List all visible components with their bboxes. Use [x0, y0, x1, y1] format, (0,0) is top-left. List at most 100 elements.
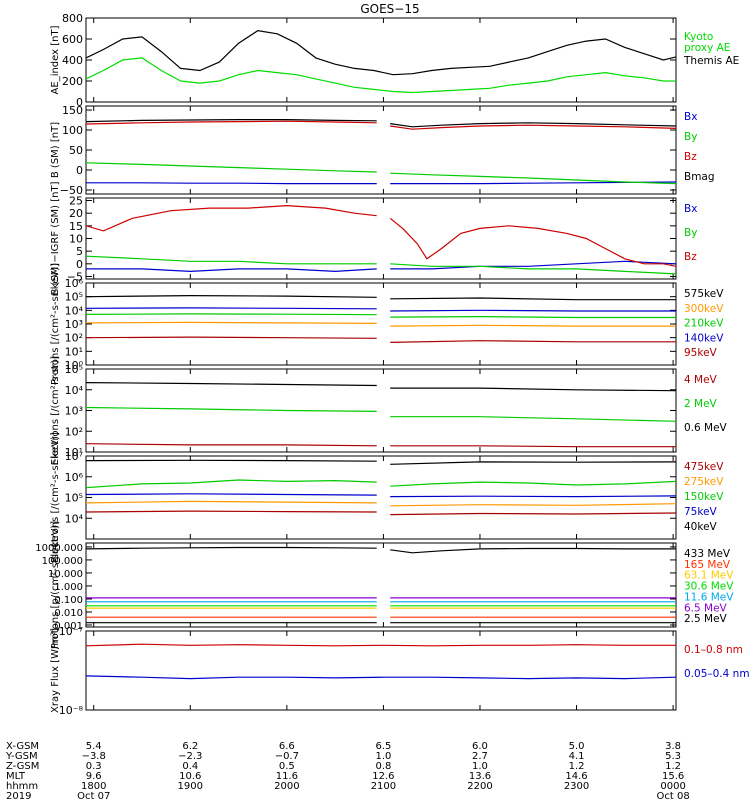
- legend-entry: 0.6 MeV: [684, 422, 728, 434]
- y-tick-label: 10⁴: [65, 384, 84, 397]
- series-line-2-mev: [86, 406, 676, 422]
- y-tick-label: 0: [76, 164, 83, 177]
- legend-entry: 95keV: [684, 347, 718, 359]
- series-line-140kev: [86, 307, 676, 312]
- x-row-label: Y-GSM: [5, 751, 38, 762]
- legend-entry: 40keV: [684, 521, 718, 533]
- y-tick-label: −5: [67, 270, 83, 283]
- series-line-275kev: [86, 500, 676, 507]
- y-tick-label: 10⁵: [65, 291, 83, 304]
- legend-entry: Bx: [684, 111, 697, 123]
- x-tick-value: 1900: [178, 781, 203, 792]
- x-tick-value: 1800: [81, 781, 106, 792]
- x-tick-value: 3.8: [665, 741, 681, 752]
- y-axis-label: Electrons [/(cm²-s-sr)]: [50, 356, 61, 465]
- y-axis-label: B (SM) [nT]: [50, 122, 61, 178]
- x-tick-value: 0.5: [279, 761, 295, 772]
- x-tick-value: 6.6: [279, 741, 295, 752]
- y-tick-label: 0.010: [54, 608, 83, 619]
- legend-entry: 165 MeV: [684, 559, 731, 571]
- panel-frame: [85, 368, 677, 453]
- x-tick-value: Oct 08: [657, 791, 690, 800]
- y-tick-label: 100: [62, 124, 83, 137]
- legend-entry: 150keV: [684, 491, 724, 503]
- y-tick-label: 10⁵: [65, 363, 83, 376]
- legend-entry: 275keV: [684, 476, 724, 488]
- series-line-bz: [86, 120, 676, 130]
- panel-series: [86, 294, 676, 343]
- series-line-bz: [86, 204, 676, 267]
- series-line-300kev: [86, 321, 676, 327]
- x-tick-value: 11.6: [276, 771, 298, 782]
- y-tick-label: 10²: [65, 332, 83, 345]
- series-line-4-mev: [86, 443, 676, 448]
- series-line-by: [86, 162, 676, 185]
- x-tick-value: 4.1: [569, 751, 585, 762]
- x-tick-value: 5.4: [86, 741, 102, 752]
- y-tick-label: 10⁰: [65, 359, 84, 372]
- y-tick-label: 5: [76, 245, 83, 258]
- x-tick-value: 2300: [564, 781, 589, 792]
- series-line-0-05-0-4-nm: [86, 675, 676, 680]
- legend-entry: proxy AE: [684, 42, 730, 54]
- x-tick-value: −0.7: [275, 751, 299, 762]
- legend-entry: Themis AE: [683, 55, 739, 67]
- y-tick-label: 0.100: [54, 595, 83, 606]
- y-tick-label: 10³: [65, 318, 83, 331]
- legend-entry: 30.6 MeV: [684, 581, 734, 593]
- x-tick-value: 1.0: [375, 751, 391, 762]
- x-tick-value: 12.6: [372, 771, 394, 782]
- panel-electrons_mev: 10¹ 10² 10³ 10⁴ 10⁵ Electrons [/(cm²-s-sr)] 4 …: [50, 356, 728, 465]
- legend-entry: Bz: [684, 151, 697, 163]
- panel-frame: [85, 630, 677, 711]
- x-tick-value: 6.0: [472, 741, 488, 752]
- x-tick-value: 15.6: [662, 771, 684, 782]
- panel-frame: [85, 542, 677, 628]
- x-tick-value: 13.6: [469, 771, 491, 782]
- y-tick-label: 20: [69, 207, 83, 220]
- y-tick-label: 400: [62, 54, 83, 67]
- x-tick-value: 5.0: [569, 741, 585, 752]
- y-tick-label: 600: [62, 33, 83, 46]
- y-axis-label: B (SM)−IGRF (SM) [nT]: [50, 181, 61, 295]
- y-tick-label: 10³: [65, 405, 83, 418]
- x-tick-value: 5.3: [665, 751, 681, 762]
- x-row-label: 2019: [6, 791, 31, 800]
- y-tick-label: 10²: [65, 425, 83, 438]
- panel-series: [86, 643, 676, 680]
- legend-entry: 0.05–0.4 nm: [684, 668, 750, 680]
- y-axis-label: Electrons [/(cm²-s-sr-keV)]: [50, 432, 61, 563]
- panel-series: [86, 119, 676, 185]
- panel-series: [86, 459, 676, 516]
- legend-entry: Bz: [684, 251, 697, 263]
- legend-entry: 4 MeV: [684, 374, 718, 386]
- x-tick-value: 10.6: [179, 771, 201, 782]
- y-axis-label: AE_index [nT]: [50, 25, 61, 94]
- series-line-210kev: [86, 313, 676, 319]
- y-tick-label: 10⁷: [65, 450, 83, 463]
- y-tick-label: 50: [69, 144, 83, 157]
- series-line-bx: [86, 260, 676, 273]
- x-axis-ephemeris-table: X-GSMY-GSMZ-GSMMLThhmm20195.4−3.80.39.61…: [5, 741, 690, 802]
- series-line-433-mev: [86, 546, 676, 554]
- x-tick-value: 1.2: [569, 761, 585, 772]
- panel-series: [86, 204, 676, 275]
- y-tick-label: 10⁻⁷: [59, 625, 83, 638]
- panel-protons_hi: 0.001 0.010 0.100 1.000 10.000 100.000 1000.00…: [35, 521, 734, 649]
- x-tick-value: 0.3: [86, 761, 102, 772]
- panel-series: [86, 29, 676, 94]
- panel-series: [86, 546, 676, 624]
- panel-frame: [85, 455, 677, 540]
- legend-entry: 75keV: [684, 506, 718, 518]
- plot-title: GOES−15: [360, 2, 419, 16]
- y-tick-label: 10¹: [65, 345, 83, 358]
- y-tick-label: 10⁻⁸: [59, 704, 84, 717]
- x-row-label: X-GSM: [6, 741, 39, 752]
- x-tick-value: 0000: [660, 781, 685, 792]
- legend-entry: 11.6 MeV: [684, 591, 734, 603]
